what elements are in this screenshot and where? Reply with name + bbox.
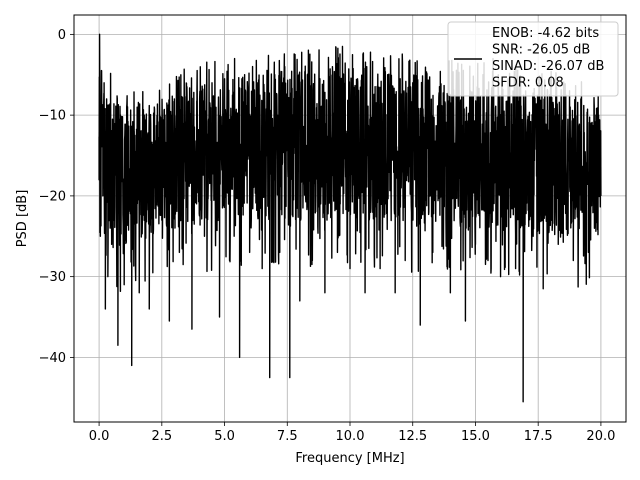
y-axis-label: PSD [dB]: [15, 190, 30, 248]
data-area: [98, 33, 602, 403]
x-tick-label: 12.5: [398, 429, 427, 444]
x-tick-label: 0.0: [89, 429, 110, 444]
x-tick-label: 17.5: [524, 429, 553, 444]
x-tick-label: 7.5: [277, 429, 298, 444]
psd-series-line: [98, 33, 602, 403]
legend-entry-snr: SNR: -26.05 dB: [492, 43, 590, 58]
y-tick-label: −30: [39, 270, 66, 285]
x-tick-label: 15.0: [461, 429, 490, 444]
axis-ticks: 0.0 2.5 5.0 7.5 10.0 12.5 15.0 17.5 20.0 0 −10 −20 −…: [39, 28, 616, 444]
legend-entry-sinad: SINAD: -26.07 dB: [492, 59, 604, 74]
x-axis-label: Frequency [MHz]: [295, 451, 404, 466]
legend-entry-sfdr: SFDR: 0.08: [492, 76, 564, 91]
x-tick-label: 10.0: [336, 429, 365, 444]
legend-entry-enob: ENOB: -4.62 bits: [492, 26, 599, 41]
y-tick-label: −40: [39, 351, 66, 366]
x-tick-label: 20.0: [586, 429, 615, 444]
legend-box: [447, 21, 619, 97]
y-tick-label: −10: [39, 109, 66, 124]
legend: ENOB: -4.62 bits SNR: -26.05 dB SINAD: -…: [447, 21, 619, 97]
x-tick-label: 5.0: [214, 429, 235, 444]
y-tick-label: 0: [58, 28, 66, 43]
x-tick-label: 2.5: [151, 429, 172, 444]
y-tick-label: −20: [39, 189, 66, 204]
